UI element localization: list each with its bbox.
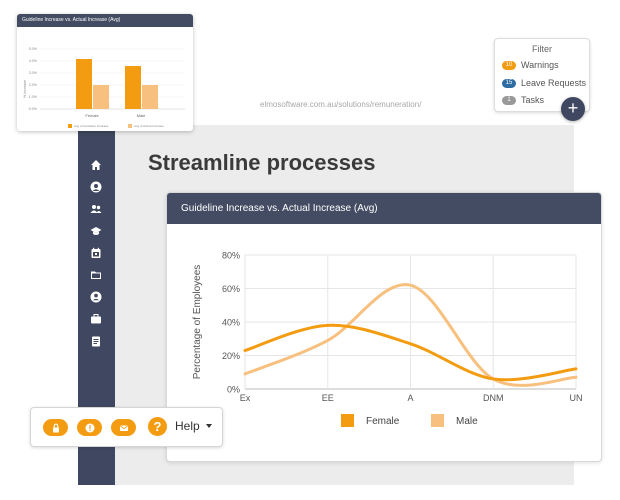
mini-bar-female-guideline xyxy=(76,59,92,109)
filter-item-leave-requests[interactable]: 15 Leave Requests xyxy=(502,77,586,89)
mini-ytick: 4.0% xyxy=(29,59,38,63)
calendar-icon[interactable] xyxy=(88,245,104,261)
y-tick-label: 60% xyxy=(222,284,240,294)
mini-bar-male-actual xyxy=(142,85,158,109)
mini-legend-swatch xyxy=(128,124,132,128)
series-line-male xyxy=(243,283,578,387)
folder-icon[interactable] xyxy=(88,267,104,283)
page-title: Streamline processes xyxy=(148,150,376,175)
plus-icon: + xyxy=(567,98,579,118)
mini-chart-title: Guideline Increase vs. Actual Increase (… xyxy=(17,14,193,27)
mini-chart-card: Guideline Increase vs. Actual Increase (… xyxy=(17,14,193,131)
alert-icon xyxy=(85,423,94,432)
filter-item-label: Warnings xyxy=(521,60,559,70)
warnings-count-badge: 10 xyxy=(502,60,516,70)
mail-button[interactable] xyxy=(111,419,136,436)
filter-item-tasks[interactable]: 1 Tasks xyxy=(502,94,544,106)
y-tick-label: 40% xyxy=(222,318,240,328)
mini-ytick: 0.0% xyxy=(29,107,38,111)
home-icon[interactable] xyxy=(88,157,104,173)
legend-label: Male xyxy=(456,416,478,427)
y-axis-label: Percentage of Employees xyxy=(192,265,203,380)
lock-button[interactable] xyxy=(43,419,68,436)
mini-legend-label: Avg of Actual Increase xyxy=(134,124,164,128)
x-tick-label: UN xyxy=(570,393,583,403)
legend-label: Female xyxy=(366,416,400,427)
question-icon[interactable]: ? xyxy=(148,417,167,436)
chevron-down-icon[interactable] xyxy=(206,424,212,428)
y-tick-label: 20% xyxy=(222,351,240,361)
briefcase-icon[interactable] xyxy=(88,311,104,327)
clipboard-icon[interactable] xyxy=(88,333,104,349)
mini-ytick: 2.0% xyxy=(29,83,38,87)
legend-swatch xyxy=(431,414,444,427)
mini-ytick: 3.0% xyxy=(29,71,38,75)
chart-card: Guideline Increase vs. Actual Increase (… xyxy=(166,192,602,462)
mail-icon xyxy=(119,424,128,431)
url-text: elmosoftware.com.au/solutions/remunerati… xyxy=(260,100,422,109)
users-icon[interactable] xyxy=(88,201,104,217)
user-icon[interactable] xyxy=(88,179,104,195)
y-tick-label: 80% xyxy=(222,251,240,261)
graduation-cap-icon[interactable] xyxy=(88,223,104,239)
mini-ytick: 1.0% xyxy=(29,95,38,99)
mini-bar-female-actual xyxy=(93,85,109,109)
mini-legend-swatch xyxy=(68,124,72,128)
help-menu-label[interactable]: Help xyxy=(175,419,200,433)
mini-ylabel: % Increase xyxy=(23,80,27,98)
lock-icon xyxy=(52,423,59,432)
mini-category-label: Male xyxy=(137,113,146,118)
help-toolbar: ? Help xyxy=(30,407,223,447)
filter-item-warnings[interactable]: 10 Warnings xyxy=(502,59,559,71)
series-line-female xyxy=(243,323,578,382)
mini-category-label: Female xyxy=(85,113,99,118)
y-tick-label: 0% xyxy=(227,385,240,395)
x-tick-label: EE xyxy=(322,393,334,403)
line-chart: 80% 60% 40% 20% 0%Ex EE A DNM UN Percentage of Em… xyxy=(192,251,583,427)
alert-button[interactable] xyxy=(77,419,102,436)
leave-requests-count-badge: 15 xyxy=(502,78,516,88)
filter-item-label: Tasks xyxy=(521,95,545,105)
x-tick-label: Ex xyxy=(240,393,251,403)
tasks-count-badge: 1 xyxy=(502,95,516,105)
add-button[interactable]: + xyxy=(561,97,585,121)
x-tick-label: A xyxy=(407,393,413,403)
legend-swatch xyxy=(341,414,354,427)
mini-bar-male-guideline xyxy=(125,66,141,109)
chart-card-title: Guideline Increase vs. Actual Increase (… xyxy=(167,193,601,224)
x-tick-label: DNM xyxy=(483,393,504,403)
mini-ytick: 5.0% xyxy=(29,47,38,51)
user-circle-icon[interactable] xyxy=(88,289,104,305)
mini-chart-svg: 5.0% 4.0% 3.0% 2.0% 1.0% 0.0% % Increase… xyxy=(23,47,185,128)
mini-legend-label: Avg of Guideline Increase xyxy=(74,124,109,128)
filter-item-label: Leave Requests xyxy=(521,78,587,88)
filter-title: Filter xyxy=(532,44,552,54)
